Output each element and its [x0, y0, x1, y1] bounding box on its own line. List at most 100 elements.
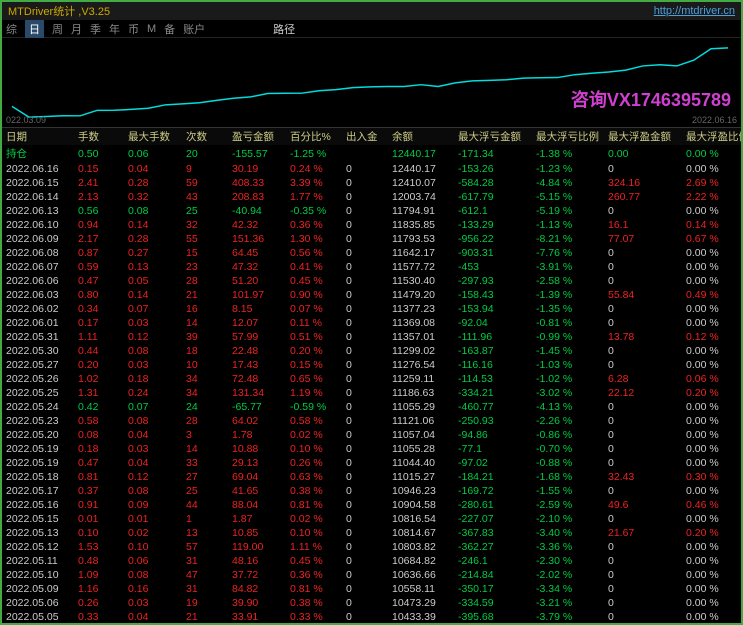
- hold-cell-10: 0.00: [604, 145, 682, 162]
- cell: 2022.05.30: [2, 344, 74, 358]
- col-8: 最大浮亏金额: [454, 128, 532, 145]
- cell: 0.47: [74, 456, 124, 470]
- cell: 0.00 %: [682, 540, 741, 554]
- cell: 0.04: [124, 428, 182, 442]
- cell: 0.07 %: [286, 302, 342, 316]
- cell: 2022.05.11: [2, 554, 74, 568]
- cell: 0.02 %: [286, 428, 342, 442]
- cell: 27: [182, 470, 228, 484]
- tab-8[interactable]: 备: [164, 21, 175, 37]
- table-row: 2022.05.060.260.031939.900.38 %010473.29…: [2, 596, 741, 610]
- cell: 2022.05.24: [2, 400, 74, 414]
- cell: 1.16: [74, 582, 124, 596]
- cell: 0: [342, 414, 388, 428]
- col-2: 最大手数: [124, 128, 182, 145]
- table-row: 2022.05.150.010.0111.870.02 %010816.54-2…: [2, 512, 741, 526]
- cell: 14: [182, 316, 228, 330]
- cell: 0.03: [124, 316, 182, 330]
- cell: 25: [182, 484, 228, 498]
- cell: -2.10 %: [532, 512, 604, 526]
- col-10: 最大浮盈金额: [604, 128, 682, 145]
- cell: 0: [342, 288, 388, 302]
- cell: -5.19 %: [532, 204, 604, 218]
- cell: 0.00 %: [682, 358, 741, 372]
- cell: 2022.05.17: [2, 484, 74, 498]
- table-row: 2022.06.142.130.3243208.831.77 %012003.7…: [2, 190, 741, 204]
- cell: 0: [604, 316, 682, 330]
- cell: 0.16: [124, 582, 182, 596]
- cell: 0: [342, 204, 388, 218]
- cell: 0.06 %: [682, 372, 741, 386]
- cell: 29.13: [228, 456, 286, 470]
- cell: 0: [604, 414, 682, 428]
- cell: -5.15 %: [532, 190, 604, 204]
- cell: -92.04: [454, 316, 532, 330]
- col-11: 最大浮盈比例: [682, 128, 741, 145]
- cell: 1.19 %: [286, 386, 342, 400]
- cell: 11276.54: [388, 358, 454, 372]
- cell: 0.33: [74, 610, 124, 624]
- cell: 0.00 %: [682, 442, 741, 456]
- tab-6[interactable]: 币: [128, 21, 139, 37]
- cell: 208.83: [228, 190, 286, 204]
- hold-cell-2: 0.06: [124, 145, 182, 162]
- cell: 0: [604, 512, 682, 526]
- cell: 0: [604, 260, 682, 274]
- cell: 0.58 %: [286, 414, 342, 428]
- cell: 11377.23: [388, 302, 454, 316]
- table-row: 2022.06.010.170.031412.070.11 %011369.08…: [2, 316, 741, 330]
- cell: 9: [182, 162, 228, 176]
- cell: 3.39 %: [286, 176, 342, 190]
- app-title: MTDriver统计 ,V3.25: [8, 3, 110, 19]
- cell: 0.42: [74, 400, 124, 414]
- tab-0[interactable]: 综: [6, 21, 17, 37]
- cell: 11044.40: [388, 456, 454, 470]
- cell: 0.00 %: [682, 484, 741, 498]
- cell: -40.94: [228, 204, 286, 218]
- cell: 28: [182, 414, 228, 428]
- stats-table: 日期手数最大手数次数盈亏金额百分比%出入金余额最大浮亏金额最大浮亏比例最大浮盈金…: [2, 128, 741, 625]
- cell: -362.27: [454, 540, 532, 554]
- cell: -169.72: [454, 484, 532, 498]
- url-link[interactable]: http://mtdriver.cn: [654, 5, 735, 17]
- tab-3[interactable]: 月: [71, 21, 82, 37]
- cell: 0: [342, 428, 388, 442]
- cell: 0.07: [124, 400, 182, 414]
- cell: 72.48: [228, 372, 286, 386]
- cell: 1.11: [74, 330, 124, 344]
- cell: 11015.27: [388, 470, 454, 484]
- tab-5[interactable]: 年: [109, 21, 120, 37]
- tab-2[interactable]: 周: [52, 21, 63, 37]
- tab-1[interactable]: 日: [25, 20, 44, 38]
- cell: -280.61: [454, 498, 532, 512]
- cell: 1.02: [74, 372, 124, 386]
- cell: 0.38 %: [286, 596, 342, 610]
- cell: -903.31: [454, 246, 532, 260]
- tab-9[interactable]: 账户: [183, 21, 205, 37]
- cell: -246.1: [454, 554, 532, 568]
- cell: 0: [342, 232, 388, 246]
- cell: 2022.05.31: [2, 330, 74, 344]
- cell: 0: [342, 190, 388, 204]
- cell: 0.58: [74, 414, 124, 428]
- cell: 39: [182, 330, 228, 344]
- cell: -1.55 %: [532, 484, 604, 498]
- table-row: 2022.05.300.440.081822.480.20 %011299.02…: [2, 344, 741, 358]
- cell: -3.40 %: [532, 526, 604, 540]
- cell: 0: [342, 526, 388, 540]
- hold-cell-1: 0.50: [74, 145, 124, 162]
- cell: -153.26: [454, 162, 532, 176]
- path-label[interactable]: 路径: [273, 21, 295, 37]
- tab-7[interactable]: M: [147, 23, 156, 35]
- cell: 2022.06.02: [2, 302, 74, 316]
- cell: 10636.66: [388, 568, 454, 582]
- table-row: 2022.05.170.370.082541.650.38 %010946.23…: [2, 484, 741, 498]
- cell: 0.38 %: [286, 484, 342, 498]
- tab-4[interactable]: 季: [90, 21, 101, 37]
- cell: 0.94: [74, 218, 124, 232]
- cell: 64.02: [228, 414, 286, 428]
- cell: 0.00 %: [682, 610, 741, 624]
- cell: 0.56: [74, 204, 124, 218]
- cell: 55: [182, 232, 228, 246]
- cell: -4.84 %: [532, 176, 604, 190]
